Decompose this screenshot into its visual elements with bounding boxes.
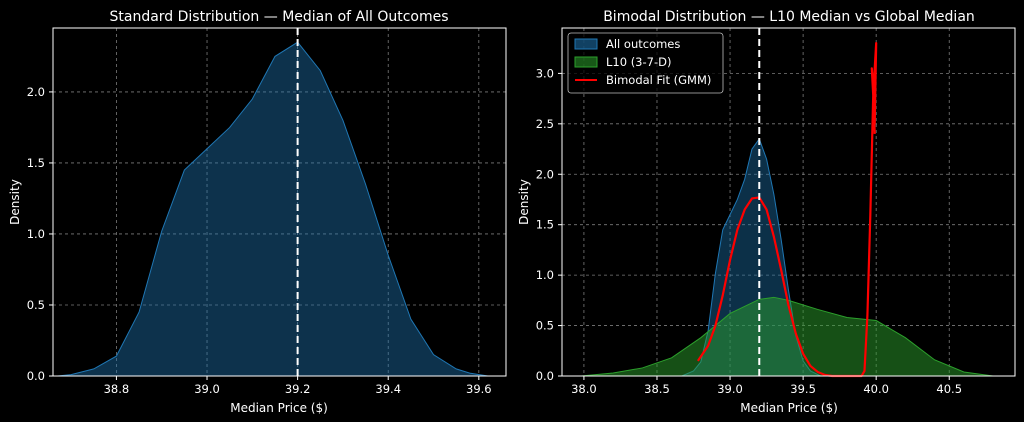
right-x-tick-label: 38.5: [644, 382, 670, 396]
right-y-axis-label: Density: [517, 179, 531, 225]
left-series-all-outcomes-area: [57, 41, 488, 377]
legend-swatch-all-outcomes: [574, 38, 598, 50]
right-y-tick-label: 1.0: [536, 268, 554, 282]
legend-label-l10: L10 (3-7-D): [606, 55, 671, 69]
right-x-axis-label: Median Price ($): [740, 401, 838, 415]
left-x-tick-label: 38.8: [104, 382, 130, 396]
right-y-tick-label: 0.5: [536, 319, 554, 333]
left-y-tick-label: 2.0: [27, 85, 45, 99]
left-plot-frame: [52, 27, 507, 377]
legend-swatch-l10: [574, 56, 598, 68]
right-y-tick-label: 2.5: [536, 117, 554, 131]
legend: All outcomes L10 (3-7-D) Bimodal Fit (GM…: [567, 32, 724, 94]
right-y-tick-label: 1.5: [536, 218, 554, 232]
left-x-tick-label: 39.2: [285, 382, 311, 396]
left-y-tick-label: 0.0: [27, 369, 45, 383]
left-x-axis-label: Median Price ($): [230, 401, 328, 415]
left-panel: Standard Distribution — Median of All Ou…: [8, 9, 507, 415]
legend-label-all-outcomes: All outcomes: [606, 37, 680, 51]
left-x-tick-label: 39.0: [194, 382, 220, 396]
left-chart-title: Standard Distribution — Median of All Ou…: [109, 9, 448, 25]
left-y-tick-label: 1.5: [27, 156, 45, 170]
right-x-tick-label: 39.0: [717, 382, 743, 396]
right-y-tick-label: 3.0: [536, 66, 554, 80]
legend-box: [567, 32, 724, 94]
left-y-tick-label: 1.0: [27, 227, 45, 241]
left-x-tick-label: 39.6: [466, 382, 492, 396]
right-chart-title: Bimodal Distribution — L10 Median vs Glo…: [603, 9, 975, 25]
left-x-tick-label: 39.4: [375, 382, 401, 396]
left-y-tick-label: 0.5: [27, 298, 45, 312]
legend-label-gmm: Bimodal Fit (GMM): [606, 73, 711, 87]
right-y-tick-label: 0.0: [536, 369, 554, 383]
left-y-axis-label: Density: [8, 179, 22, 225]
right-plot-frame: [561, 27, 1016, 377]
right-x-tick-label: 40.0: [863, 382, 889, 396]
right-y-tick-label: 2.0: [536, 167, 554, 181]
right-series-bimodal-fit-gmm-line: [696, 42, 878, 378]
right-x-tick-label: 39.5: [790, 382, 816, 396]
right-x-tick-label: 40.5: [936, 382, 962, 396]
right-x-tick-label: 38.0: [571, 382, 597, 396]
right-panel: Bimodal Distribution — L10 Median vs Glo…: [517, 9, 1016, 415]
